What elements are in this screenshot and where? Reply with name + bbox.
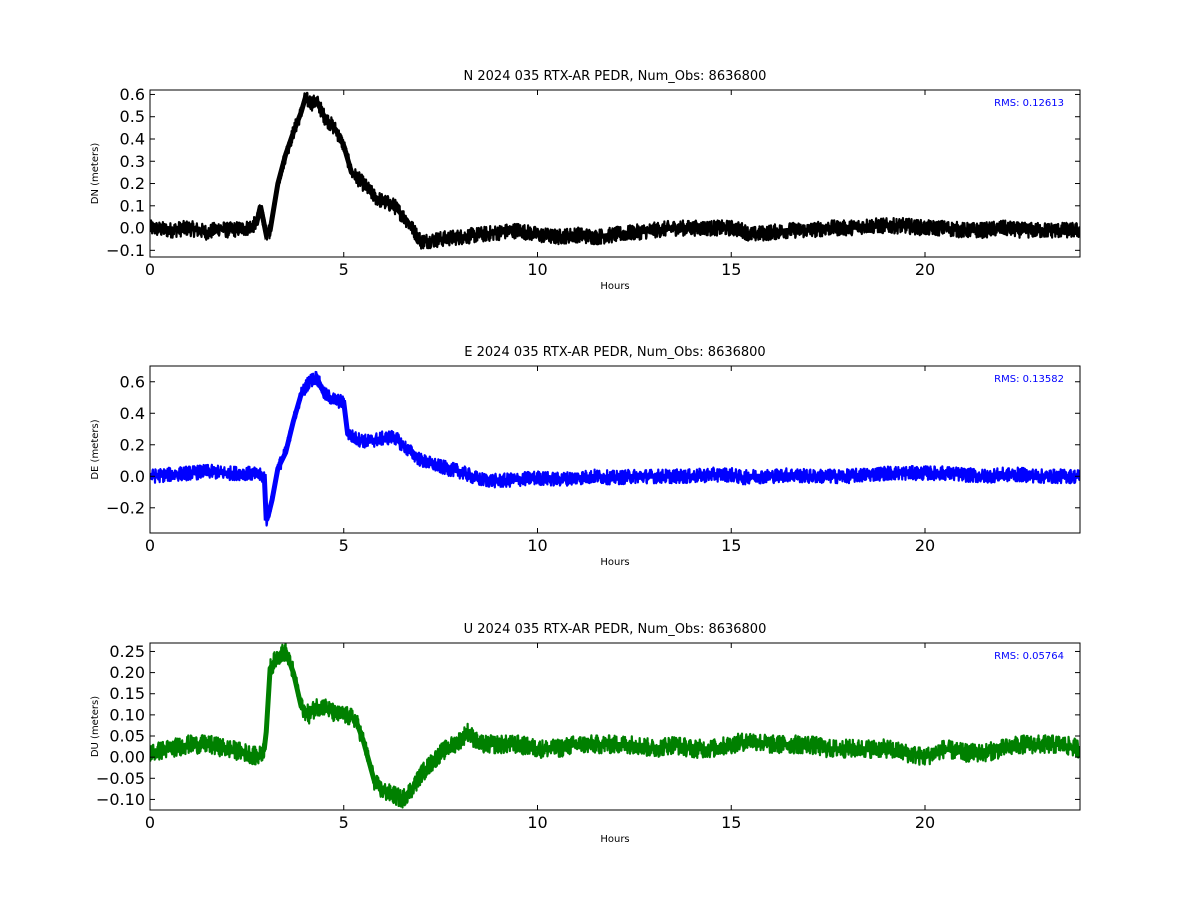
series-trend-east xyxy=(150,373,1080,522)
y-tick-label: 0.3 xyxy=(120,152,145,171)
x-tick-label: 5 xyxy=(339,536,349,555)
axes-frame xyxy=(149,365,1081,534)
x-tick-label: 5 xyxy=(339,260,349,279)
panel-north: 0 5 10 15 20 −0.1 0.0 0.1 0.2 0.3 0.4 0.5 0.6 N 2024 … xyxy=(90,69,1081,292)
y-tick-label: 0.1 xyxy=(120,196,145,215)
y-tick-label: −0.05 xyxy=(96,769,145,788)
x-tick-label: 0 xyxy=(145,813,155,832)
y-tick-label: −0.2 xyxy=(106,498,145,517)
rms-annotation: RMS: 0.05764 xyxy=(994,651,1064,662)
series-trend-up xyxy=(150,647,1080,803)
x-tick-label: 15 xyxy=(721,813,741,832)
x-tick-label: 10 xyxy=(527,813,547,832)
x-tick-label: 15 xyxy=(721,536,741,555)
y-tick-label: −0.10 xyxy=(96,790,145,809)
rms-annotation: RMS: 0.12613 xyxy=(994,98,1064,109)
y-tick-label: 0.0 xyxy=(120,219,145,238)
y-tick-label: 0.00 xyxy=(109,748,145,767)
y-tick-label: 0.0 xyxy=(120,467,145,486)
y-tick-label: 0.6 xyxy=(120,85,145,104)
x-tick-label: 20 xyxy=(915,260,935,279)
y-tick-label: 0.4 xyxy=(120,404,145,423)
y-tick-label: 0.6 xyxy=(120,372,145,391)
x-tick-label: 0 xyxy=(145,260,155,279)
chart-title: N 2024 035 RTX-AR PEDR, Num_Obs: 8636800 xyxy=(464,69,767,84)
series-line-north xyxy=(150,91,1080,250)
axes-frame xyxy=(149,89,1081,258)
y-axis-label: DN (meters) xyxy=(90,143,101,205)
y-tick-label: 0.05 xyxy=(109,727,145,746)
x-tick-label: 20 xyxy=(915,536,935,555)
panel-east: 0 5 10 15 20 −0.2 0.0 0.2 0.4 0.6 E 2024 035 RTX-A… xyxy=(90,345,1081,568)
y-axis-label: DU (meters) xyxy=(90,696,101,757)
x-tick-label: 15 xyxy=(721,260,741,279)
rms-annotation: RMS: 0.13582 xyxy=(994,374,1064,385)
x-axis-label: Hours xyxy=(600,834,629,845)
y-tick-label: 0.4 xyxy=(120,129,145,148)
series-trend-north xyxy=(150,95,1080,245)
y-tick-label: 0.15 xyxy=(109,684,145,703)
y-tick-label: 0.20 xyxy=(109,663,145,682)
axes-frame xyxy=(149,642,1081,811)
chart-title: E 2024 035 RTX-AR PEDR, Num_Obs: 8636800 xyxy=(464,345,765,360)
y-tick-label: −0.1 xyxy=(106,241,145,260)
x-tick-label: 5 xyxy=(339,813,349,832)
x-axis-label: Hours xyxy=(600,281,629,292)
x-tick-label: 10 xyxy=(527,536,547,555)
x-tick-label: 20 xyxy=(915,813,935,832)
y-tick-label: 0.2 xyxy=(120,435,145,454)
x-axis-label: Hours xyxy=(600,557,629,568)
chart-title: U 2024 035 RTX-AR PEDR, Num_Obs: 8636800 xyxy=(464,622,767,637)
y-tick-label: 0.5 xyxy=(120,107,145,126)
x-tick-label: 10 xyxy=(527,260,547,279)
series-line-east xyxy=(150,370,1080,527)
x-tick-label: 0 xyxy=(145,536,155,555)
panel-up: 0 5 10 15 20 −0.10 −0.05 0.00 0.05 0.10 0.15 0.20 0.… xyxy=(90,622,1081,845)
y-tick-label: 0.25 xyxy=(109,642,145,661)
y-axis-label: DE (meters) xyxy=(90,419,101,479)
y-tick-label: 0.10 xyxy=(109,705,145,724)
y-tick-label: 0.2 xyxy=(120,174,145,193)
